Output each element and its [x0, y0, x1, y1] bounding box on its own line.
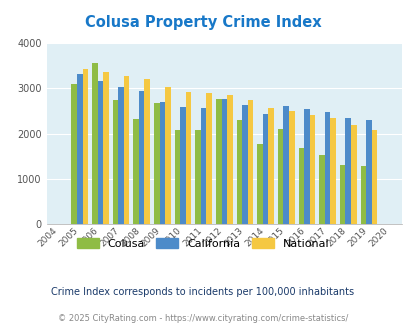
- Legend: Colusa, California, National: Colusa, California, National: [72, 234, 333, 253]
- Bar: [371, 130, 376, 224]
- Bar: [159, 102, 165, 224]
- Bar: [113, 100, 118, 224]
- Bar: [268, 108, 273, 224]
- Bar: [144, 79, 150, 224]
- Bar: [309, 115, 315, 224]
- Bar: [153, 103, 159, 224]
- Bar: [298, 148, 303, 224]
- Bar: [288, 112, 294, 224]
- Bar: [339, 165, 345, 224]
- Bar: [345, 118, 350, 224]
- Bar: [71, 84, 77, 224]
- Bar: [303, 109, 309, 224]
- Bar: [92, 63, 97, 224]
- Bar: [206, 93, 211, 224]
- Bar: [360, 166, 365, 224]
- Bar: [165, 87, 170, 224]
- Bar: [221, 99, 226, 224]
- Bar: [200, 108, 206, 224]
- Text: Crime Index corresponds to incidents per 100,000 inhabitants: Crime Index corresponds to incidents per…: [51, 287, 354, 297]
- Bar: [118, 87, 124, 224]
- Bar: [124, 76, 129, 224]
- Bar: [350, 125, 356, 224]
- Bar: [277, 129, 283, 224]
- Bar: [82, 69, 88, 224]
- Bar: [257, 144, 262, 224]
- Bar: [103, 72, 109, 224]
- Bar: [215, 99, 221, 224]
- Bar: [139, 91, 144, 224]
- Bar: [77, 74, 82, 224]
- Bar: [133, 119, 139, 224]
- Bar: [195, 130, 200, 224]
- Bar: [247, 100, 253, 224]
- Bar: [283, 106, 288, 224]
- Bar: [262, 114, 268, 224]
- Bar: [365, 119, 371, 224]
- Bar: [242, 105, 247, 224]
- Bar: [318, 154, 324, 224]
- Bar: [180, 107, 185, 224]
- Text: Colusa Property Crime Index: Colusa Property Crime Index: [85, 15, 320, 30]
- Bar: [226, 95, 232, 224]
- Bar: [174, 130, 180, 224]
- Bar: [236, 120, 242, 224]
- Bar: [324, 112, 330, 224]
- Bar: [330, 118, 335, 224]
- Text: © 2025 CityRating.com - https://www.cityrating.com/crime-statistics/: © 2025 CityRating.com - https://www.city…: [58, 314, 347, 323]
- Bar: [97, 82, 103, 224]
- Bar: [185, 92, 191, 224]
